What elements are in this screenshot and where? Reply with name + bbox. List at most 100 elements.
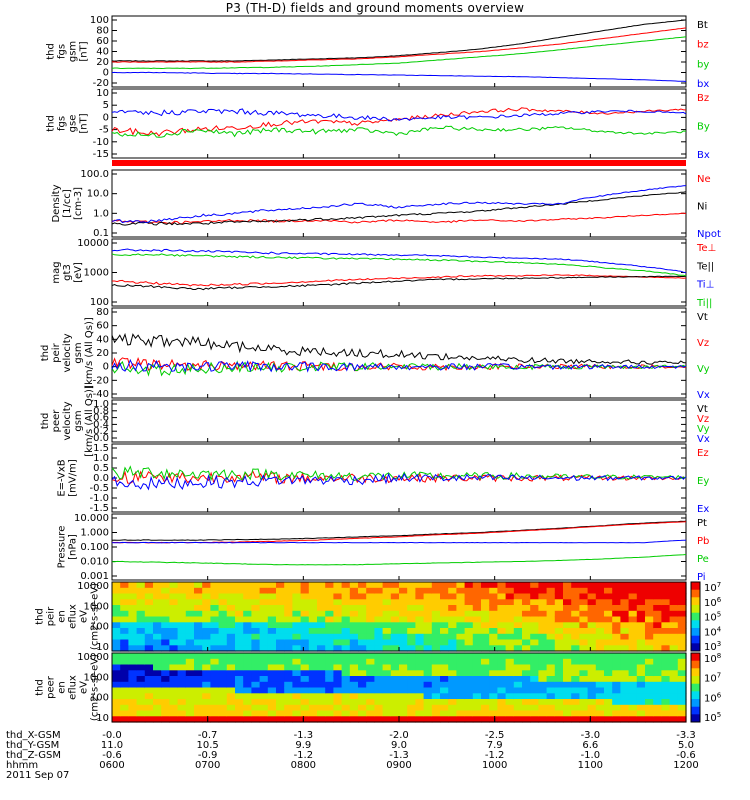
spectrogram-cell (653, 699, 662, 706)
spectrogram-cell (284, 670, 293, 677)
spectrogram-cell (530, 716, 539, 723)
spectrogram-cell (563, 622, 572, 629)
spectrogram-cell (276, 628, 285, 635)
colorbar-label: 104 (704, 625, 722, 638)
spectrogram-cell (349, 687, 359, 694)
spectrogram-cell (538, 693, 548, 700)
spectrogram-cell (284, 658, 293, 666)
spectrogram-cell (202, 670, 211, 677)
spectrogram-cell (464, 605, 474, 612)
spectrogram-cell (620, 658, 630, 666)
spectrogram-cell (210, 616, 220, 623)
spectrogram-cell (358, 653, 367, 660)
spectrogram-cell (431, 633, 441, 641)
colorbar-segment (691, 660, 700, 669)
spectrogram-cell (120, 622, 129, 629)
spectrogram-cell (382, 628, 392, 635)
spectrogram-cell (612, 599, 621, 606)
spectrogram-cell (382, 676, 392, 683)
spectrogram-cell (546, 670, 556, 677)
ytick-label: 1.5 (93, 443, 109, 454)
spectrogram-cell (243, 681, 252, 689)
spectrogram-cell (677, 610, 687, 618)
spectrogram-cell (284, 704, 293, 712)
spectrogram-cell (161, 622, 170, 629)
spectrogram-cell (317, 676, 326, 683)
spectrogram-cell (161, 628, 170, 635)
spectrogram-cell (202, 653, 211, 660)
spectrogram-cell (440, 628, 449, 635)
spectrogram-cell (358, 710, 367, 717)
legend-Ti⊥: Ti⊥ (696, 280, 714, 291)
spectrogram-cell (390, 645, 400, 652)
spectrogram-cell (136, 670, 146, 677)
spectrogram-cell (595, 628, 605, 635)
spectrogram-cell (554, 633, 564, 641)
spectrogram-cell (333, 633, 343, 641)
spectrogram-cell (210, 664, 220, 671)
spectrogram-cell (448, 645, 457, 652)
colorbar-segment (691, 635, 700, 644)
ylabel-line: peer (46, 675, 57, 699)
spectrogram-cell (415, 610, 425, 618)
spectrogram-cell (243, 633, 252, 641)
spectrogram-cell (144, 610, 154, 618)
spectrogram-cell (538, 622, 548, 629)
spectrogram-cell (333, 622, 343, 629)
spectrogram-cell (620, 681, 630, 689)
ytick-label: -10 (93, 137, 109, 148)
spectrogram-cell (226, 716, 236, 723)
spectrogram-cell (587, 653, 597, 660)
spectrogram-cell (497, 704, 507, 712)
spectrogram-cell (677, 704, 687, 712)
spectrogram-cell (554, 687, 564, 694)
spectrogram-cell (366, 653, 375, 660)
series-line-By (111, 125, 687, 138)
ytick-label: 10000 (77, 581, 109, 592)
spectrogram-cell (448, 639, 457, 646)
spectrogram-cell (407, 716, 416, 723)
spectrogram-cell (317, 633, 326, 641)
spectrogram-cell (177, 658, 187, 666)
spectrogram-cell (595, 610, 605, 618)
spectrogram-cell (210, 693, 220, 700)
spectrogram-cell (210, 699, 220, 706)
spectrogram-cell (456, 676, 466, 683)
spectrogram-cell (489, 693, 498, 700)
spectrogram-cell (571, 587, 580, 595)
spectrogram-cell (595, 605, 605, 612)
spectrogram-cell (374, 710, 384, 717)
spectrogram-cell (571, 639, 580, 646)
spectrogram-cell (120, 605, 129, 612)
spectrogram-cell (112, 676, 121, 683)
spectrogram-cell (661, 676, 671, 683)
spectrogram-cell (431, 605, 441, 612)
spectrogram-cell (128, 645, 138, 652)
spectrogram-cell (571, 633, 580, 641)
spectrogram-cell (522, 593, 531, 600)
spectrogram-cell (120, 704, 129, 712)
spectrogram-cell (456, 653, 466, 660)
spectrogram-cell (489, 587, 498, 595)
ytick-label: 0.4 (93, 419, 109, 430)
spectrogram-cell (169, 693, 179, 700)
spectrogram-cell (563, 710, 572, 717)
spectrogram-cell (563, 605, 572, 612)
spectrogram-cell (661, 610, 671, 618)
colorbar-label: 105 (704, 711, 721, 724)
spectrogram-cell (284, 664, 293, 671)
ytick-label: 100 (90, 15, 109, 26)
spectrogram-cell (628, 582, 638, 589)
spectrogram-cell (645, 593, 654, 600)
spectrogram-cell (382, 599, 392, 606)
spectrogram-cell (579, 605, 589, 612)
ephemeris-value: 0600 (99, 760, 124, 771)
spectrogram-cell (653, 670, 662, 677)
spectrogram-cell (579, 599, 589, 606)
spectrogram-cell (284, 582, 293, 589)
spectrogram-cell (440, 670, 449, 677)
spectrogram-cell (218, 599, 228, 606)
spectrogram-cell (399, 710, 408, 717)
spectrogram-cell (571, 716, 580, 723)
spectrogram-cell (194, 693, 203, 700)
